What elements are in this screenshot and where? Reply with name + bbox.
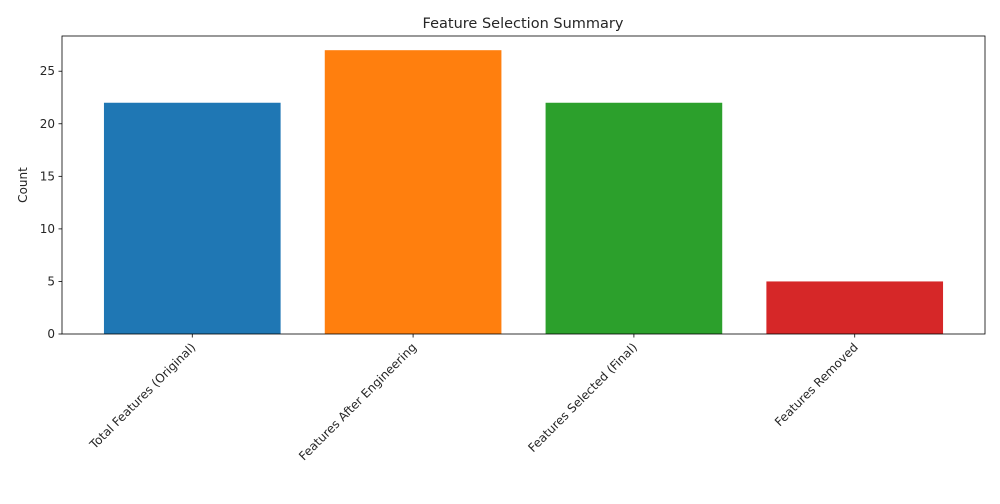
y-tick-label: 10 bbox=[40, 222, 55, 236]
x-tick-label: Features Removed bbox=[772, 340, 861, 429]
bars-layer bbox=[103, 50, 944, 334]
y-tick-label: 0 bbox=[47, 327, 55, 341]
y-tick-label: 15 bbox=[40, 169, 55, 183]
x-ticks-layer: Total Features (Original) Features After … bbox=[86, 334, 861, 463]
x-tick-label: Total Features (Original) bbox=[86, 340, 198, 452]
bar-3 bbox=[545, 102, 723, 334]
y-tick-label: 5 bbox=[47, 274, 55, 288]
plot-frame bbox=[61, 35, 986, 335]
bar-4 bbox=[766, 281, 944, 334]
x-tick-label: Features After Engineering bbox=[296, 340, 419, 463]
y-tick-label: 20 bbox=[40, 117, 55, 131]
y-tick-label: 25 bbox=[40, 64, 55, 78]
x-tick-label: Features Selected (Final) bbox=[525, 340, 640, 455]
y-axis-label: Count bbox=[16, 167, 30, 203]
chart-title: Feature Selection Summary bbox=[423, 16, 624, 32]
bar-2 bbox=[324, 50, 502, 334]
y-ticks-layer: 0 5 10 15 20 25 bbox=[40, 64, 62, 341]
bar-1 bbox=[103, 102, 281, 334]
